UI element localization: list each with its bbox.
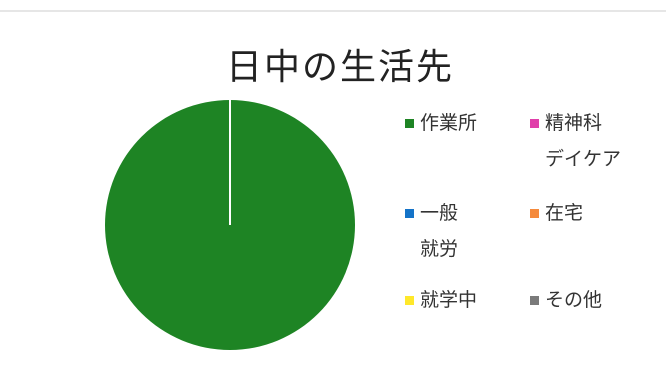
legend-swatch <box>405 296 414 305</box>
legend-label: 作業所 <box>420 112 478 134</box>
legend-item-ippan-shuurou: 一般 就労 <box>405 195 458 267</box>
chart-title: 日中の生活先 <box>225 47 454 88</box>
top-divider <box>0 10 666 12</box>
legend-label: 在宅 <box>545 202 584 224</box>
pie-chart <box>100 95 360 355</box>
legend-item-sonota: その他 <box>530 282 602 318</box>
legend-item-seishinka-daycare: 精神科 デイケア <box>530 105 621 177</box>
legend-label: その他 <box>545 289 603 311</box>
legend-item-shuugakuchuu: 就学中 <box>405 282 477 318</box>
legend-swatch <box>405 119 414 128</box>
pie-svg <box>105 100 355 350</box>
legend-swatch <box>405 209 414 218</box>
legend-label: 一般 就労 <box>420 202 459 260</box>
legend-item-sagyousho: 作業所 <box>405 105 477 141</box>
legend-swatch <box>530 119 539 128</box>
legend-swatch <box>530 209 539 218</box>
legend-item-zaitaku: 在宅 <box>530 195 583 231</box>
legend-swatch <box>530 296 539 305</box>
legend-label: 精神科 デイケア <box>545 112 622 170</box>
legend-label: 就学中 <box>420 289 478 311</box>
